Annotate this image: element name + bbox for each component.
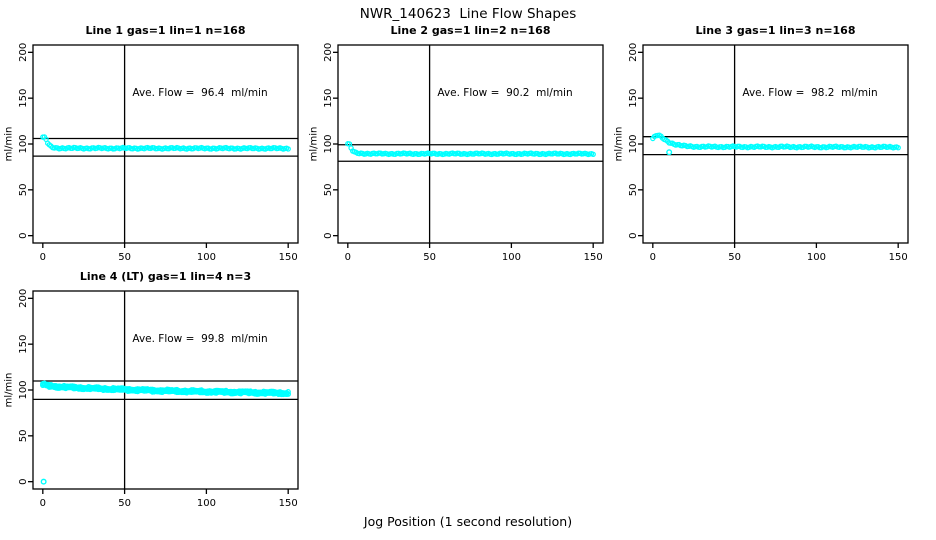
x-tick-label: 0	[40, 252, 46, 263]
x-tick-label: 150	[889, 252, 908, 263]
y-tick-label: 50	[628, 183, 639, 196]
panel-title: Line 2 gas=1 lin=2 n=168	[390, 24, 551, 37]
x-tick-label: 150	[279, 498, 298, 509]
y-tick-label: 100	[18, 380, 29, 399]
plot-box	[337, 44, 604, 244]
y-tick-label: 150	[18, 89, 29, 108]
x-tick-label: 100	[502, 252, 521, 263]
plot-area: 0 50 100 150 0 50 100 150 200	[18, 289, 299, 509]
plot-area: 0 50 100 150 0 50 100 150 200	[18, 43, 299, 263]
plot-area: 0 50 100 150 0 50 100 150 200	[628, 43, 909, 263]
x-tick-label: 0	[345, 252, 351, 263]
y-tick-label: 200	[628, 43, 639, 62]
y-tick-label: 50	[18, 183, 29, 196]
panel-title: Line 3 gas=1 lin=3 n=168	[695, 24, 856, 37]
x-tick-label: 100	[807, 252, 826, 263]
y-tick-label: 100	[18, 134, 29, 153]
outlier-point	[666, 149, 673, 156]
x-tick-label: 0	[650, 252, 656, 263]
x-axis-label: Jog Position (1 second resolution)	[363, 514, 573, 529]
flow-point	[590, 151, 596, 158]
y-tick-label: 100	[323, 134, 334, 153]
x-tick-label: 50	[118, 252, 131, 263]
x-tick-label: 100	[197, 498, 216, 509]
y-tick-label: 200	[18, 289, 29, 308]
x-tick-label: 100	[197, 252, 216, 263]
ave-flow-annotation: Ave. Flow = 98.2 ml/min	[742, 87, 878, 99]
panel-title: Line 1 gas=1 lin=1 n=168	[85, 24, 246, 37]
plot-box	[642, 44, 909, 244]
y-tick-label: 0	[18, 478, 29, 484]
y-tick-label: 0	[323, 232, 334, 238]
outlier-point	[40, 478, 47, 485]
flow-point	[285, 146, 291, 152]
y-tick-label: 200	[18, 43, 29, 62]
flow-point	[285, 389, 291, 395]
flow-point	[895, 145, 901, 151]
ave-flow-annotation: Ave. Flow = 90.2 ml/min	[437, 87, 573, 99]
x-tick-label: 150	[584, 252, 603, 263]
figure-title: NWR_140623 Line Flow Shapes	[359, 6, 577, 22]
plot-box	[32, 44, 299, 244]
ave-flow-annotation: Ave. Flow = 99.8 ml/min	[132, 333, 268, 345]
y-tick-label: 50	[323, 183, 334, 196]
plot-area: 0 50 100 150 0 50 100 150 200	[323, 43, 604, 263]
y-tick-label: 200	[323, 43, 334, 62]
ave-flow-annotation: Ave. Flow = 96.4 ml/min	[132, 87, 268, 99]
y-tick-label: 150	[628, 89, 639, 108]
y-tick-label: 150	[18, 335, 29, 354]
x-tick-label: 50	[423, 252, 436, 263]
panel-title: Line 4 (LT) gas=1 lin=4 n=3	[79, 270, 252, 283]
y-tick-label: 0	[18, 232, 29, 238]
y-tick-label: 100	[628, 134, 639, 153]
x-tick-label: 50	[118, 498, 131, 509]
y-tick-label: 150	[323, 89, 334, 108]
x-tick-label: 0	[40, 498, 46, 509]
y-tick-label: 50	[18, 429, 29, 442]
x-tick-label: 50	[728, 252, 741, 263]
x-tick-label: 150	[279, 252, 298, 263]
plot-box	[32, 290, 299, 490]
y-tick-label: 0	[628, 232, 639, 238]
